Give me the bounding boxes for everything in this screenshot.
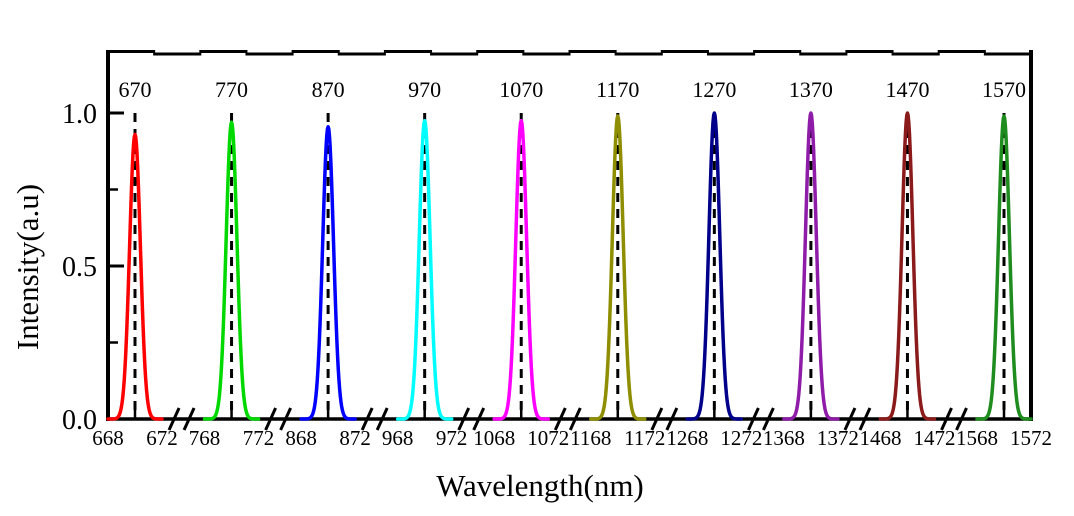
x-tick-label: 872 [339,426,371,450]
peak-label: 1470 [885,77,929,102]
x-tick-label: 1472 [913,426,955,450]
axis-break-mark [375,407,389,431]
peak-label: 870 [312,77,345,102]
axis-break-mark [762,407,775,431]
axis-break-mark [568,407,582,431]
x-tick-label: 968 [382,426,414,450]
axis-break-mark [955,407,968,431]
x-tick-label: 1272 [720,426,762,450]
axis-break-mark [650,407,664,431]
x-tick-label: 1572 [1010,426,1052,450]
x-tick-label: 1268 [666,426,708,450]
axis-break-mark [472,407,486,431]
x-axis-title: Wavelength(nm) [436,468,644,503]
x-tick-label: 1068 [473,426,515,450]
peak-curve [299,125,357,421]
x-tick-label: 772 [243,426,275,450]
y-tick-label: 1.0 [62,99,97,130]
axis-break-mark [553,407,567,431]
peak-curve [878,111,937,421]
y-tick-label: 0.5 [62,252,97,283]
axis-break-mark [843,407,857,431]
x-tick-label: 1568 [956,426,998,450]
axis-break-mark [747,407,760,431]
peak-label: 1070 [499,77,543,102]
axis-break-mark [279,407,292,431]
y-axis-title: Intensity(a.u) [10,184,45,350]
peak-curve [106,132,164,421]
x-tick-label: 768 [189,426,221,450]
peak-curve [202,120,261,421]
x-tick-label: 1372 [817,426,859,450]
peak-curve [975,114,1033,421]
x-tick-label: 668 [92,426,124,450]
axis-break-mark [264,407,277,431]
axis-break-mark [940,407,953,431]
x-tick-label: 1172 [624,426,665,450]
x-tick-label: 1468 [859,426,901,450]
peak-label: 970 [408,77,441,102]
peak-curve [589,114,647,421]
axis-break-mark [665,407,679,431]
peak-label: 770 [215,77,248,102]
axis-break-mark [360,407,374,431]
x-tick-label: 1368 [763,426,805,450]
x-tick-label: 672 [146,426,178,450]
peak-curve [685,111,744,421]
axis-break-mark [457,407,471,431]
peak-label: 1570 [982,77,1026,102]
x-tick-label: 972 [436,426,468,450]
y-tick-label: 0.0 [62,405,97,436]
axis-break-mark [182,407,196,431]
x-tick-label: 868 [285,426,317,450]
plot-area: 0.0 0.5 1.0 670 668 672 770 768 772 870 868 872 970 9… [62,50,1052,450]
peak-label: 1370 [789,77,833,102]
peak-label: 1270 [692,77,736,102]
peak-label: 1170 [596,77,639,102]
peak-curve [492,118,550,421]
x-tick-label: 1168 [570,426,611,450]
peak-curve [782,111,840,421]
peak-label: 670 [119,77,152,102]
axis-break-mark [858,407,872,431]
axis-break-mark [167,407,181,431]
x-tick-label: 1072 [527,426,569,450]
peak-curve [395,118,454,421]
